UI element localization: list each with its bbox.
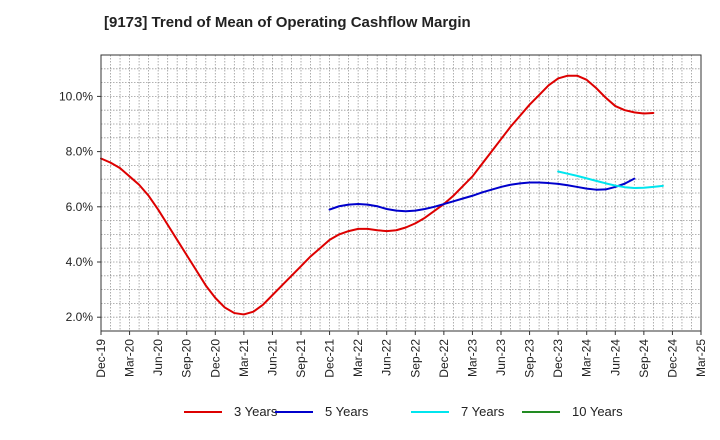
x-tick-label: Jun-23: [494, 339, 508, 376]
y-tick-label: 8.0%: [66, 145, 94, 159]
y-tick-label: 10.0%: [59, 89, 93, 103]
y-tick-label: 4.0%: [66, 255, 94, 269]
x-tick-label: Dec-20: [208, 339, 222, 378]
legend-label: 10 Years: [572, 404, 623, 419]
x-tick-label: Mar-20: [123, 339, 137, 377]
x-tick-label: Sep-23: [523, 339, 537, 378]
legend-label: 3 Years: [234, 404, 278, 419]
legend-swatch: [275, 410, 313, 413]
series-lines: [100, 74, 664, 316]
x-tick-label: Sep-24: [637, 339, 651, 378]
x-tick-label: Dec-21: [323, 339, 337, 378]
legend-label: 7 Years: [461, 404, 505, 419]
x-tick-label: Mar-21: [237, 339, 251, 377]
chart-title: [9173] Trend of Mean of Operating Cashfl…: [104, 14, 471, 31]
plot-frame: [100, 54, 702, 332]
y-tick-label: 6.0%: [66, 200, 94, 214]
grid-lines: [101, 55, 701, 331]
x-tick-label: Dec-23: [551, 339, 565, 378]
series-line-3-years: [100, 74, 655, 316]
x-tick-label: Jun-24: [608, 339, 622, 376]
legend-item: 10 Years: [522, 404, 623, 419]
legend-swatch: [522, 410, 560, 413]
legend-label: 5 Years: [325, 404, 369, 419]
x-tick-label: Dec-22: [437, 339, 451, 378]
x-tick-label: Jun-21: [265, 339, 279, 376]
x-tick-label: Jun-22: [380, 339, 394, 376]
x-tick-label: Sep-20: [180, 339, 194, 378]
x-tick-label: Jun-20: [151, 339, 165, 376]
x-tick-label: Mar-24: [580, 339, 594, 377]
series-line-7-years: [557, 170, 664, 190]
legend-swatch: [184, 410, 222, 413]
legend-item: 5 Years: [275, 404, 368, 419]
y-axis-ticks: 2.0% 4.0% 6.0% 8.0% 10.0%: [59, 89, 101, 324]
x-tick-label: Sep-22: [408, 339, 422, 378]
legend-item: 7 Years: [411, 404, 504, 419]
x-tick-label: Sep-21: [294, 339, 308, 378]
legend-swatch: [411, 410, 449, 413]
legend: 3 Years 5 Years 7 Years 10 Years: [0, 404, 720, 426]
y-tick-label: 2.0%: [66, 310, 94, 324]
series-line-5-years: [328, 177, 636, 213]
x-tick-label: Dec-19: [94, 339, 108, 378]
x-tick-label: Dec-24: [665, 339, 679, 378]
x-tick-label: Mar-23: [465, 339, 479, 377]
x-axis-ticks: Dec-19 Mar-20 Jun-20 Sep-20 Dec-20 Mar-21 Jun-…: [94, 331, 708, 378]
legend-item: 3 Years: [184, 404, 277, 419]
x-tick-label: Mar-22: [351, 339, 365, 377]
x-tick-label: Mar-25: [694, 339, 708, 377]
